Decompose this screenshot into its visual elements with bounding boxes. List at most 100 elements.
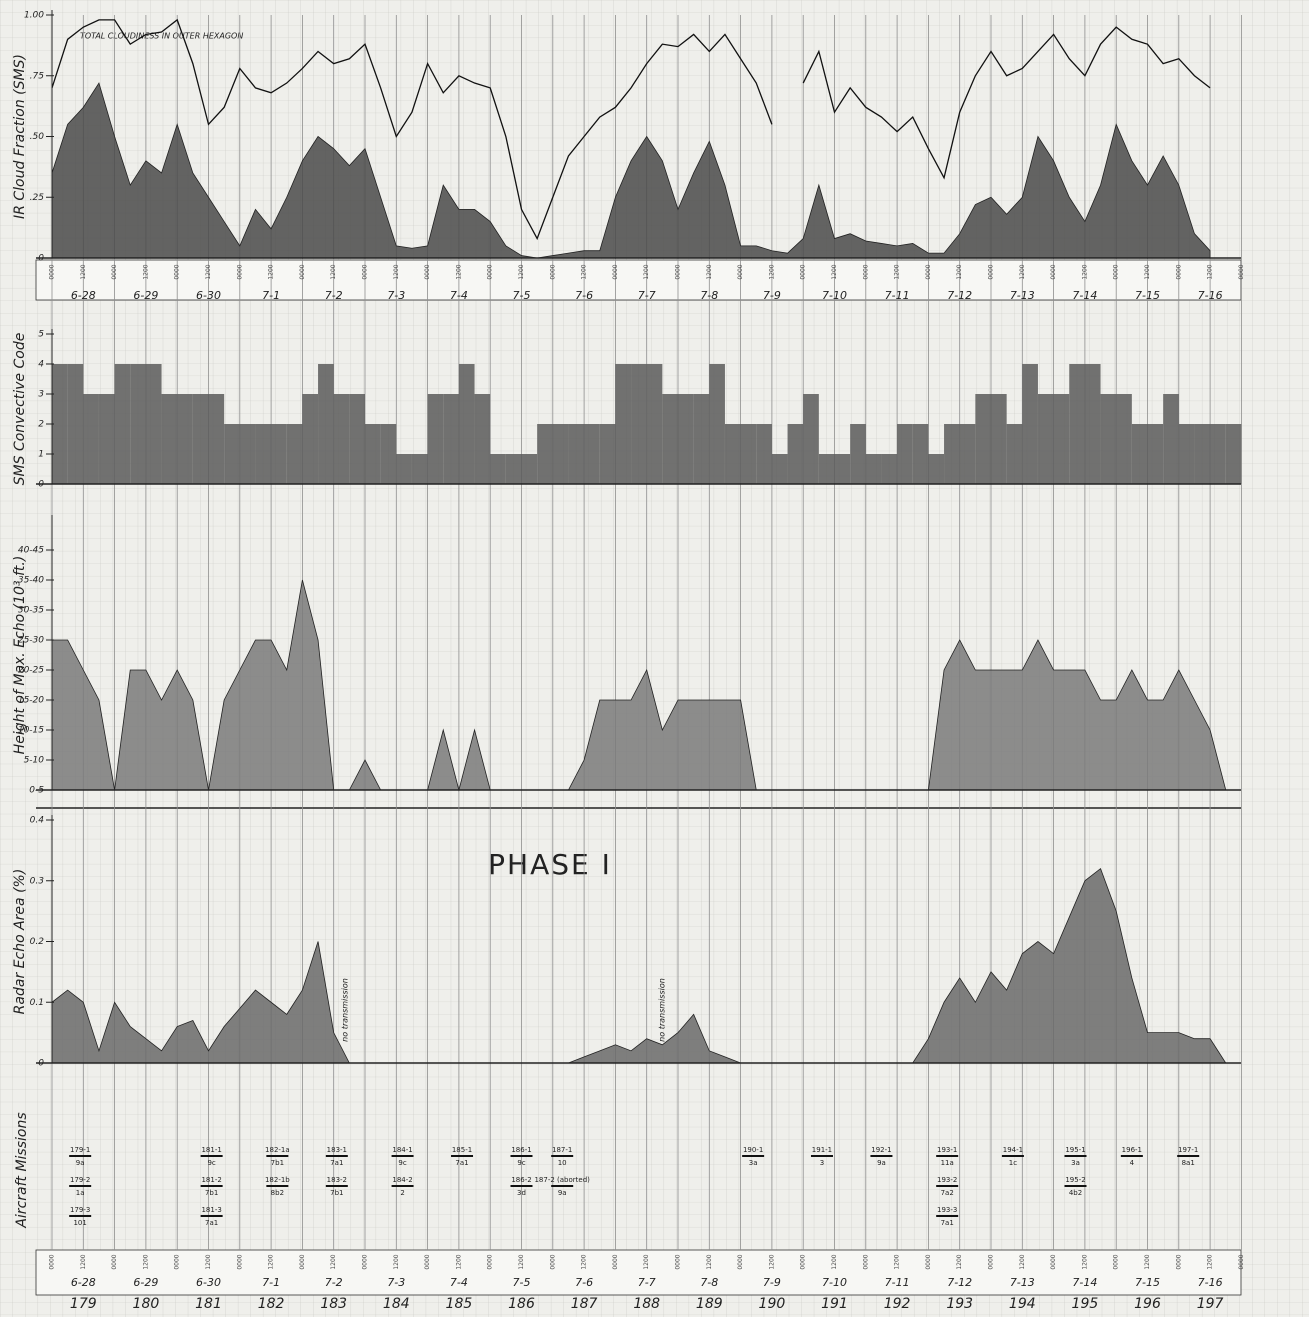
time-tick-label: 1200 (80, 264, 87, 279)
mission-code: 1c (1009, 1159, 1017, 1167)
time-tick-label: 0000 (925, 264, 932, 279)
date-label: 7-7 (638, 289, 656, 302)
step-bar (850, 424, 866, 484)
julian-day-label: 197 (1197, 1296, 1224, 1312)
y-tick-label: 1 (38, 450, 44, 460)
mission-code: 8b2 (271, 1189, 284, 1197)
mission-id: 181-2 (201, 1176, 221, 1184)
axis-label: Radar Echo Area (%) (12, 869, 28, 1015)
mission-id: 191-1 (812, 1146, 832, 1154)
time-tick-label: 1200 (80, 1254, 87, 1269)
julian-day-label: 183 (320, 1296, 347, 1312)
step-bar (68, 364, 84, 484)
step-bar (803, 394, 819, 484)
time-tick-label: 1200 (1207, 264, 1214, 279)
annotation: TOTAL CLOUDINESS IN OUTER HEXAGON (80, 32, 243, 41)
mission-code: 8a1 (1182, 1159, 1195, 1167)
step-bar (913, 424, 929, 484)
mission-id: 193-2 (937, 1176, 957, 1184)
time-tick-label: 0000 (800, 1254, 807, 1269)
time-tick-label: 0000 (424, 1254, 431, 1269)
time-tick-label: 0000 (988, 264, 995, 279)
time-tick-label: 0000 (1113, 1254, 1120, 1269)
julian-day-label: 189 (696, 1296, 723, 1312)
step-bar (1038, 394, 1054, 484)
date-label: 7-14 (1072, 1276, 1097, 1289)
time-tick-label: 1200 (643, 264, 650, 279)
phase-label: PHASE I (488, 848, 612, 881)
mission-id: 181-3 (201, 1206, 221, 1214)
date-label: 7-9 (763, 289, 781, 302)
time-tick-label: 0000 (1050, 1254, 1057, 1269)
date-label: 7-11 (885, 1276, 910, 1289)
step-bar (553, 424, 569, 484)
julian-day-label: 187 (571, 1296, 598, 1312)
time-tick-label: 1200 (268, 1254, 275, 1269)
y-tick-label: 0.1 (30, 998, 44, 1008)
axis-label: Aircraft Missions (14, 1112, 30, 1228)
y-tick-label: 0.4 (30, 816, 45, 826)
time-tick-label: 0000 (1175, 264, 1182, 279)
y-tick-label: 3 (38, 390, 44, 400)
date-label: 7-6 (575, 289, 593, 302)
time-tick-label: 0000 (612, 264, 619, 279)
time-tick-label: 0000 (1238, 1254, 1245, 1269)
time-tick-label: 0000 (862, 1254, 869, 1269)
julian-day-label: 185 (446, 1296, 473, 1312)
date-label: 7-1 (262, 289, 280, 302)
step-bar (1007, 424, 1023, 484)
y-tick-label: .25 (30, 193, 45, 203)
axis-label: SMS Convective Code (12, 333, 28, 486)
step-bar (381, 424, 397, 484)
mission-id: 194-1 (1003, 1146, 1023, 1154)
step-bar (428, 394, 444, 484)
time-tick-label: 0000 (299, 1254, 306, 1269)
time-tick-label: 0000 (299, 264, 306, 279)
time-tick-label: 1200 (894, 264, 901, 279)
date-label: 7-10 (822, 1276, 847, 1289)
date-label: 7-15 (1135, 1276, 1160, 1289)
time-tick-label: 1200 (205, 1254, 212, 1269)
mission-code: 11a (941, 1159, 954, 1167)
step-bar (334, 394, 350, 484)
step-bar (944, 424, 960, 484)
time-tick-label: 1200 (205, 264, 212, 279)
date-label: 7-4 (450, 289, 468, 302)
time-tick-label: 0000 (1238, 264, 1245, 279)
mission-code: 7b1 (205, 1189, 218, 1197)
step-bar (928, 454, 944, 484)
mission-id: 195-1 (1065, 1146, 1085, 1154)
step-bar (537, 424, 553, 484)
julian-day-label: 184 (383, 1296, 410, 1312)
step-bar (412, 454, 428, 484)
mission-id: 186-2 (511, 1176, 531, 1184)
step-bar (600, 424, 616, 484)
step-bar (881, 454, 897, 484)
time-tick-label: 1200 (956, 264, 963, 279)
mission-id: 196-1 (1122, 1146, 1142, 1154)
step-bar (615, 364, 631, 484)
mission-id: 187-1 (552, 1146, 572, 1154)
mission-id: 185-1 (452, 1146, 472, 1154)
y-tick-label: 0.3 (30, 876, 45, 886)
mission-code: 9a (76, 1159, 85, 1167)
date-label: 6-28 (71, 1276, 96, 1289)
date-label: 7-15 (1135, 289, 1160, 302)
time-tick-label: 1200 (831, 1254, 838, 1269)
step-bar (584, 424, 600, 484)
step-bar (365, 424, 381, 484)
time-tick-label: 0000 (49, 264, 56, 279)
step-bar (568, 424, 584, 484)
time-tick-label: 1200 (268, 264, 275, 279)
time-tick-label: 0000 (612, 1254, 619, 1269)
time-tick-label: 1200 (330, 1254, 337, 1269)
time-tick-label: 1200 (1081, 1254, 1088, 1269)
date-label: 7-10 (822, 289, 847, 302)
time-tick-label: 1200 (643, 1254, 650, 1269)
step-bar (1194, 424, 1210, 484)
step-bar (475, 394, 491, 484)
mission-code: 9c (398, 1159, 406, 1167)
date-label: 7-4 (450, 1276, 468, 1289)
annotation: no transmission (341, 978, 350, 1042)
step-bar (662, 394, 678, 484)
